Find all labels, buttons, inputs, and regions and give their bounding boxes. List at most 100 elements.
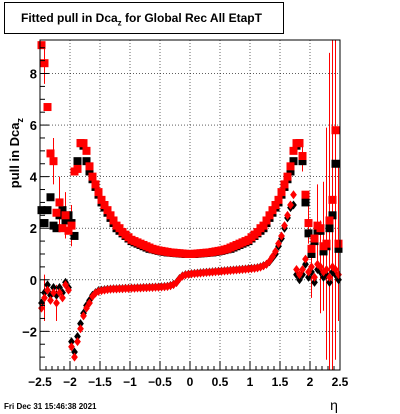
series-0-point-3: [46, 193, 55, 202]
series-1-point-2: [43, 103, 52, 112]
series-0-point-96: [325, 224, 334, 233]
series-1-point-77: [268, 206, 277, 215]
series-0-point-11: [70, 231, 79, 240]
y-tick-label-2: 2: [30, 221, 37, 236]
series-3-point-95: [323, 264, 330, 274]
y-axis-label: pull in Dcaz: [7, 118, 25, 189]
series-0-point-12: [73, 157, 82, 166]
series-1-point-0: [37, 41, 46, 50]
y-tick-label-3: 4: [30, 170, 38, 185]
y-tick-label-4: 6: [30, 118, 37, 133]
series-2-point-11: [71, 347, 78, 357]
series-3-point-83: [287, 200, 294, 210]
title-prefix: Fitted pull in Dca: [21, 11, 118, 25]
series-3-point-7: [59, 293, 66, 303]
timestamp-footer: Fri Dec 31 15:46:38 2021: [4, 402, 97, 411]
series-0-point-88: [301, 198, 310, 207]
series-1-point-82: [283, 172, 292, 181]
x-tick-label-1: −2: [63, 375, 77, 389]
series-1-point-91: [310, 234, 319, 243]
series-1-point-9: [64, 226, 73, 235]
x-tick-label-0: −2.5: [28, 375, 52, 389]
series-3-point-5: [53, 298, 60, 308]
series-3-point-12: [74, 337, 81, 347]
series-2-point-86: [296, 275, 303, 285]
series-2-point-10: [68, 337, 75, 347]
series-1-point-8: [61, 211, 70, 220]
series-3-point-93: [317, 262, 324, 272]
series-0-point-7: [58, 206, 67, 215]
chart-title: Fitted pull in Dcaz for Global Rec All E…: [21, 11, 262, 27]
series-0-point-1: [40, 219, 49, 228]
series-1-point-78: [271, 201, 280, 209]
series-1-point-10: [67, 221, 76, 230]
series-0-point-90: [307, 249, 316, 258]
series-0-point-97: [328, 211, 337, 220]
x-tick-label-2: −1.5: [88, 375, 112, 389]
series-1-point-20: [97, 195, 106, 204]
series-1-point-93: [316, 224, 325, 233]
series-0-point-8: [61, 216, 70, 225]
series-1-point-88: [301, 190, 310, 199]
series-1-point-15: [82, 146, 91, 155]
series-1-point-86: [295, 139, 304, 148]
series-1-point-17: [88, 172, 97, 181]
title-box: Fitted pull in Dcaz for Global Rec All E…: [4, 2, 284, 34]
series-0-point-89: [304, 229, 313, 238]
series-3-point-0: [38, 303, 45, 313]
title-suffix: for Global Rec All EtapT: [121, 11, 262, 25]
series-3-point-90: [308, 262, 315, 272]
series-3-point-8: [62, 280, 69, 290]
series-1-point-89: [304, 219, 313, 228]
series-3-point-80: [278, 231, 285, 241]
y-tick-label-1: 0: [30, 273, 37, 288]
series-3-point-98: [332, 264, 339, 274]
series-1-point-7: [58, 224, 67, 233]
series-2-point-96: [326, 277, 333, 287]
series-2-point-88: [302, 259, 309, 269]
series-3-point-11: [71, 352, 78, 362]
series-1-point-16: [85, 162, 94, 171]
x-tick-label-9: 2: [307, 375, 314, 389]
marker-layer: [37, 41, 343, 362]
series-1-point-97: [328, 195, 337, 204]
series-2-point-13: [77, 319, 84, 329]
series-3-point-1: [41, 293, 48, 303]
series-0-point-87: [298, 157, 307, 166]
series-1-point-6: [55, 198, 64, 207]
series-3-point-85: [293, 264, 300, 274]
y-axis-label-subscript: z: [15, 118, 25, 123]
series-1-point-19: [94, 188, 103, 197]
series-1-point-76: [265, 211, 274, 220]
series-1-point-4: [49, 157, 58, 166]
series-3-point-14: [80, 311, 87, 321]
series-1-point-96: [325, 216, 334, 225]
series-1-point-95: [322, 239, 331, 248]
series-3-point-4: [50, 288, 57, 298]
series-3-point-6: [56, 288, 63, 298]
series-3-point-9: [65, 285, 72, 295]
series-0-point-15: [82, 157, 91, 166]
series-1-point-83: [286, 162, 295, 171]
series-1-point-22: [103, 206, 112, 215]
series-2-point-89: [305, 272, 312, 282]
series-1-point-12: [73, 164, 82, 173]
series-1-point-23: [106, 211, 115, 220]
series-1-point-75: [262, 216, 271, 225]
x-axis-label: η: [330, 397, 338, 413]
y-axis-label-text: pull in Dca: [7, 122, 22, 189]
series-3-point-81: [281, 221, 288, 231]
series-3-point-16: [86, 298, 93, 308]
series-3-point-89: [305, 267, 312, 277]
series-0-point-16: [85, 167, 94, 176]
series-1-point-90: [307, 244, 316, 253]
series-3-point-86: [296, 270, 303, 280]
series-1-point-14: [79, 139, 88, 148]
series-2-point-2: [44, 280, 51, 290]
series-1-point-87: [298, 152, 307, 161]
x-tick-label-5: 0: [187, 375, 194, 389]
series-1-point-79: [274, 195, 283, 204]
series-2-point-6: [56, 283, 63, 292]
x-tick-label-4: −0.5: [148, 375, 172, 389]
series-3-point-84: [290, 190, 297, 200]
